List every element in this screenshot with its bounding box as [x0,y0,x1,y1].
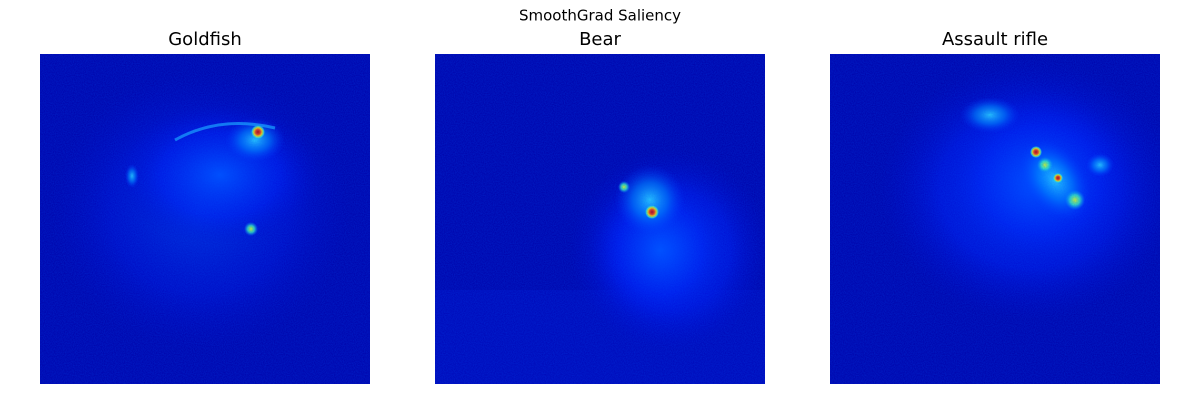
panel-title: Assault rifle [942,29,1048,50]
texture [40,54,370,384]
saliency-map [435,54,765,384]
panel-title: Goldfish [168,29,242,50]
figure-title: SmoothGrad Saliency [519,7,681,25]
saliency-map [40,54,370,384]
saliency-map [830,54,1160,384]
texture [830,54,1160,384]
panel-title: Bear [579,29,621,50]
texture [435,54,765,384]
